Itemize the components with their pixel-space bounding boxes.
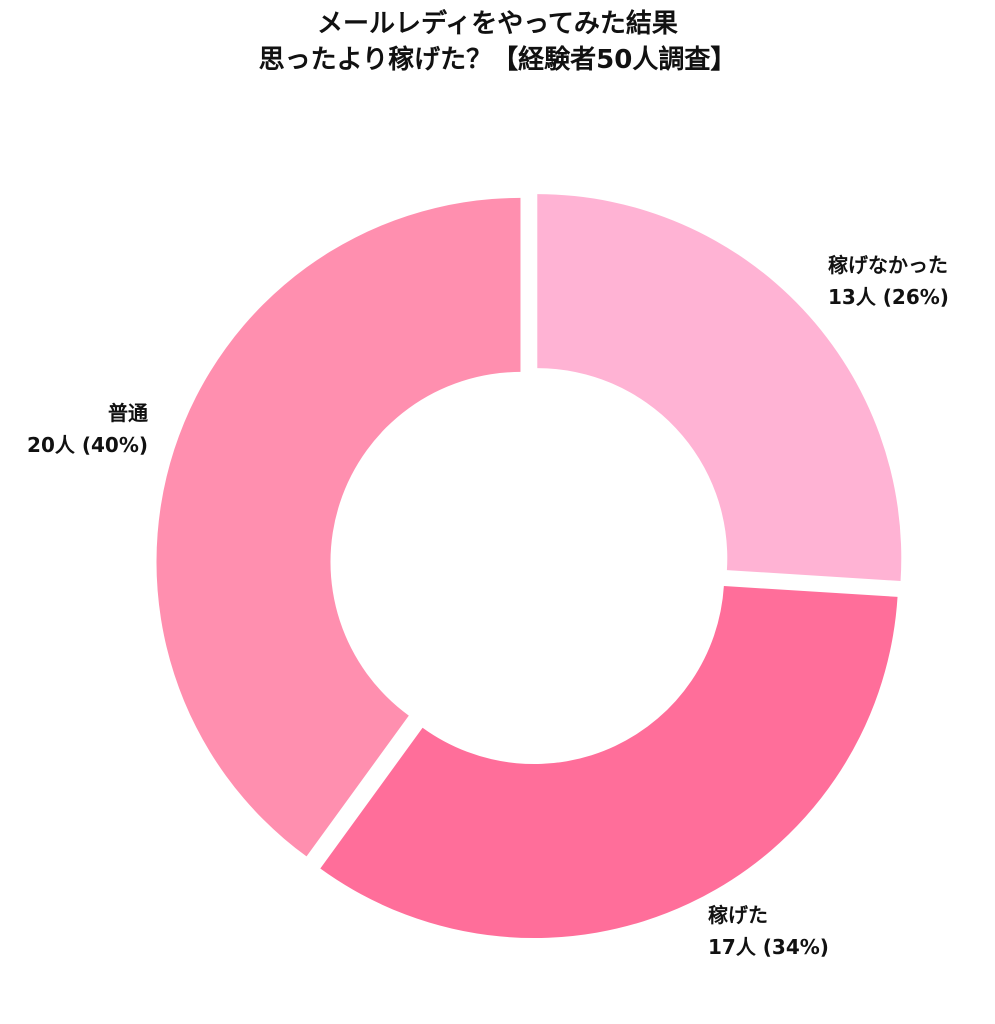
labels-layer: 稼げなかった 13人 (26%) 稼げた 17人 (34%) 普通 20人 (40%): [27, 253, 949, 959]
chart-title: メールレディをやってみた結果 思ったより稼げた？【経験者50人調査】: [0, 6, 995, 78]
slice-label-2: 普通 20人 (40%): [27, 401, 148, 457]
slice-value-2: 20人 (40%): [27, 433, 148, 457]
slice-label-1: 稼げた 17人 (34%): [708, 903, 829, 959]
slice-2: [156, 197, 521, 857]
slice-category-2: 普通: [108, 401, 148, 425]
chart-title-line-2: 思ったより稼げた？【経験者50人調査】: [258, 45, 737, 75]
chart-title-line-1: メールレディをやってみた結果: [317, 9, 678, 39]
slice-value-0: 13人 (26%): [828, 285, 949, 309]
slices-layer: [156, 194, 902, 939]
slice-category-0: 稼げなかった: [828, 253, 948, 277]
slice-value-1: 17人 (34%): [708, 935, 829, 959]
slice-0: [537, 194, 902, 582]
slice-1: [320, 585, 898, 939]
slice-label-0: 稼げなかった 13人 (26%): [828, 253, 949, 309]
slice-category-1: 稼げた: [708, 903, 768, 927]
